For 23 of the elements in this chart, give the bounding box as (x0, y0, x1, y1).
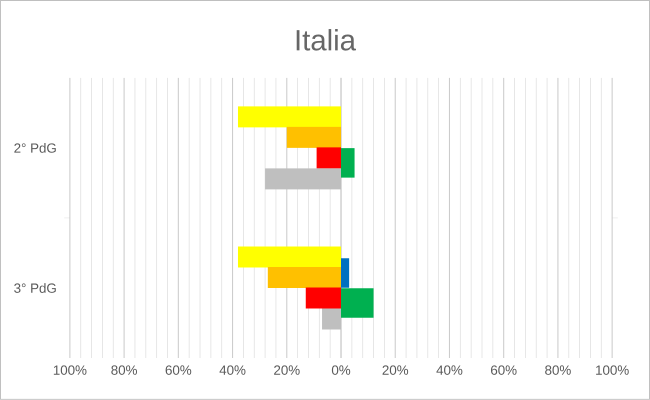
x-tick-label: 20% (382, 365, 408, 375)
y-tick-label: 2° PdG (14, 143, 56, 153)
x-tick-label: 40% (436, 365, 462, 375)
chart-title: Italia (296, 29, 356, 51)
bar (316, 147, 342, 168)
x-tick-label: 60% (166, 365, 192, 375)
bar (238, 106, 342, 128)
bar (341, 258, 350, 288)
bar (238, 246, 342, 268)
x-tick-label: 80% (111, 365, 137, 375)
bar (268, 267, 342, 288)
bar (286, 126, 342, 148)
x-tick-label: 100% (54, 365, 86, 375)
x-tick-label: 60% (491, 365, 517, 375)
y-tick-label: 3° PdG (14, 283, 56, 293)
bar (341, 288, 374, 318)
x-tick-label: 20% (274, 365, 300, 375)
bar (306, 288, 342, 309)
x-tick-label: 80% (545, 365, 571, 375)
bar (341, 148, 355, 178)
x-tick-label: 0% (332, 365, 350, 375)
x-tick-label: 100% (596, 365, 629, 375)
x-tick-label: 40% (220, 365, 246, 375)
